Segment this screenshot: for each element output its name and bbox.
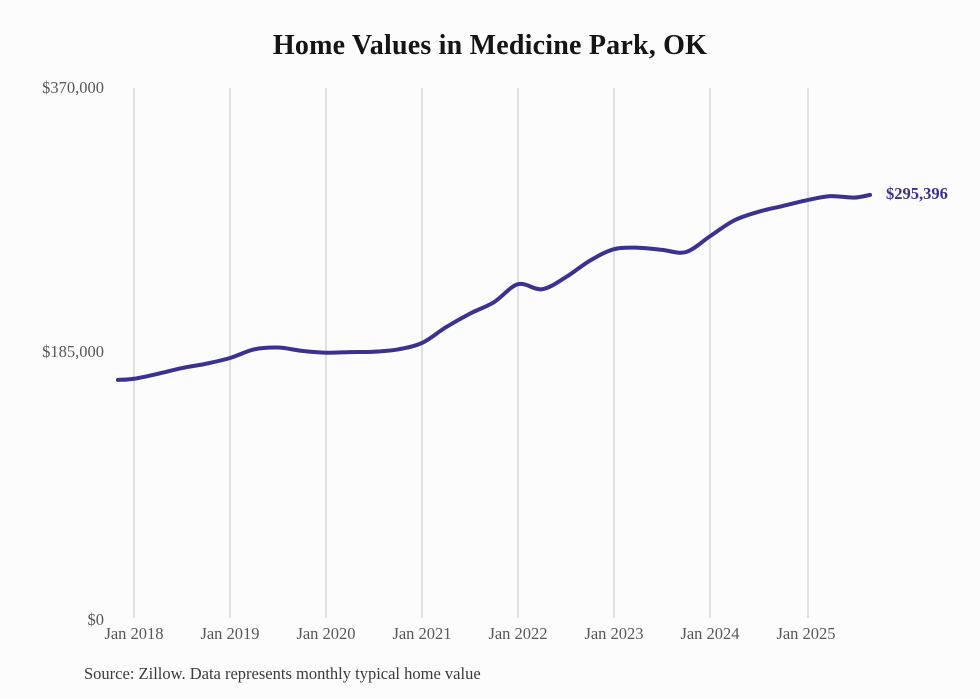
y-axis-tick-label: $0: [87, 610, 105, 629]
y-axis-tick-label: $370,000: [42, 78, 104, 97]
x-axis-tick-jan-2020: Jan 2020: [296, 624, 356, 643]
x-axis-tick-jan-2025: Jan 2025: [776, 624, 836, 643]
y-axis-tick-label: $185,000: [42, 342, 104, 361]
data-line-typical-home-value: [116, 192, 872, 382]
x-axis-tick-jan-2023: Jan 2023: [584, 624, 644, 643]
x-axis-tick-jan-2018: Jan 2018: [104, 624, 164, 643]
x-axis-tick-jan-2022: Jan 2022: [488, 624, 548, 643]
gridlines: [133, 88, 809, 618]
source-note: Source: Zillow. Data represents monthly …: [84, 664, 481, 683]
x-axis-tick-jan-2024: Jan 2024: [680, 624, 740, 643]
chart-title: Home Values in Medicine Park, OK: [272, 30, 708, 61]
x-axis-tick-jan-2019: Jan 2019: [200, 624, 260, 643]
x-axis-tick-jan-2021: Jan 2021: [392, 624, 452, 643]
end-point-value-label: $295,396: [886, 183, 948, 203]
